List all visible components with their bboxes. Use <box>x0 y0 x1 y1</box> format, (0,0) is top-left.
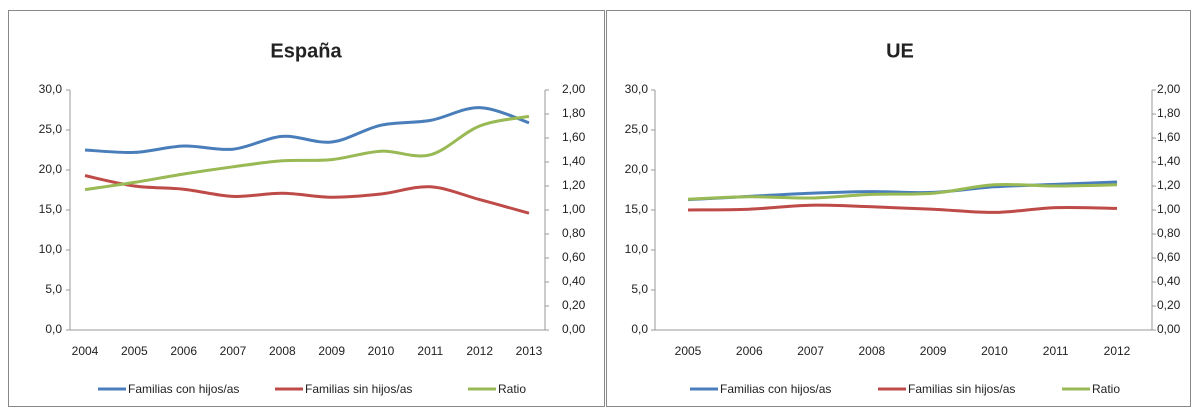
y2-tick-label: 1,40 <box>1157 154 1181 168</box>
x-tick-label: 2006 <box>736 344 763 358</box>
y-tick-label: 30,0 <box>39 82 63 96</box>
y2-tick-label: 0,40 <box>1157 274 1181 288</box>
y-tick-label: 20,0 <box>625 162 649 176</box>
y2-tick-label: 2,00 <box>1157 82 1181 96</box>
series-line <box>687 203 1118 214</box>
y2-tick-label: 2,00 <box>562 82 586 96</box>
x-tick-label: 2011 <box>1043 344 1069 358</box>
y-tick-label: 25,0 <box>39 122 63 136</box>
y-tick-label: 25,0 <box>625 122 649 136</box>
y2-tick-label: 0,60 <box>562 250 586 264</box>
y-tick-label: 20,0 <box>39 162 63 176</box>
x-tick-label: 2007 <box>797 344 824 358</box>
y2-tick-label: 1,20 <box>562 178 586 192</box>
panel-border <box>8 10 605 407</box>
legend-label: Familias con hijos/as <box>720 382 831 396</box>
y-tick-label: 10,0 <box>39 242 63 256</box>
x-tick-label: 2007 <box>220 344 247 358</box>
y-tick-label: 0,0 <box>45 322 62 336</box>
x-tick-label: 2011 <box>417 344 443 358</box>
y2-tick-label: 1,80 <box>1157 106 1181 120</box>
series-line <box>84 114 530 192</box>
x-tick-label: 2012 <box>1104 344 1131 358</box>
legend-label: Ratio <box>1092 382 1120 396</box>
y-tick-label: 30,0 <box>625 82 649 96</box>
x-tick-label: 2004 <box>72 344 99 358</box>
y2-tick-label: 1,60 <box>1157 130 1181 144</box>
x-tick-label: 2008 <box>269 344 296 358</box>
y-tick-label: 15,0 <box>625 202 649 216</box>
y2-tick-label: 0,00 <box>1157 322 1181 336</box>
y2-tick-label: 0,80 <box>1157 226 1181 240</box>
chart-title: UE <box>886 40 914 62</box>
x-tick-label: 2005 <box>675 344 702 358</box>
y2-tick-label: 1,60 <box>562 130 586 144</box>
y2-tick-label: 0,20 <box>1157 298 1181 312</box>
y-tick-label: 10,0 <box>625 242 649 256</box>
y2-tick-label: 0,00 <box>562 322 586 336</box>
y2-tick-label: 0,20 <box>562 298 586 312</box>
x-tick-label: 2010 <box>981 344 1008 358</box>
y-tick-label: 5,0 <box>45 282 62 296</box>
y-tick-label: 15,0 <box>39 202 63 216</box>
x-tick-label: 2012 <box>466 344 493 358</box>
x-tick-label: 2009 <box>318 344 345 358</box>
legend-label: Familias con hijos/as <box>128 382 239 396</box>
y2-tick-label: 0,80 <box>562 226 586 240</box>
series-line <box>687 182 1118 201</box>
x-tick-label: 2013 <box>516 344 543 358</box>
legend-label: Familias sin hijos/as <box>908 382 1015 396</box>
series-line <box>84 106 530 155</box>
legend-label: Familias sin hijos/as <box>305 382 412 396</box>
y2-tick-label: 1,40 <box>562 154 586 168</box>
y2-tick-label: 0,60 <box>1157 250 1181 264</box>
chart-title: España <box>270 40 342 62</box>
y2-tick-label: 1,80 <box>562 106 586 120</box>
y-tick-label: 0,0 <box>631 322 648 336</box>
series-line <box>84 174 530 215</box>
x-tick-label: 2010 <box>368 344 395 358</box>
y2-tick-label: 1,00 <box>1157 202 1181 216</box>
y2-tick-label: 0,40 <box>562 274 586 288</box>
y2-tick-label: 1,00 <box>562 202 586 216</box>
panel-border <box>606 10 1191 407</box>
legend-label: Ratio <box>498 382 526 396</box>
x-tick-label: 2009 <box>920 344 947 358</box>
x-tick-label: 2006 <box>170 344 197 358</box>
y-tick-label: 5,0 <box>631 282 648 296</box>
x-tick-label: 2008 <box>859 344 886 358</box>
y2-tick-label: 1,20 <box>1157 178 1181 192</box>
x-tick-label: 2005 <box>121 344 148 358</box>
